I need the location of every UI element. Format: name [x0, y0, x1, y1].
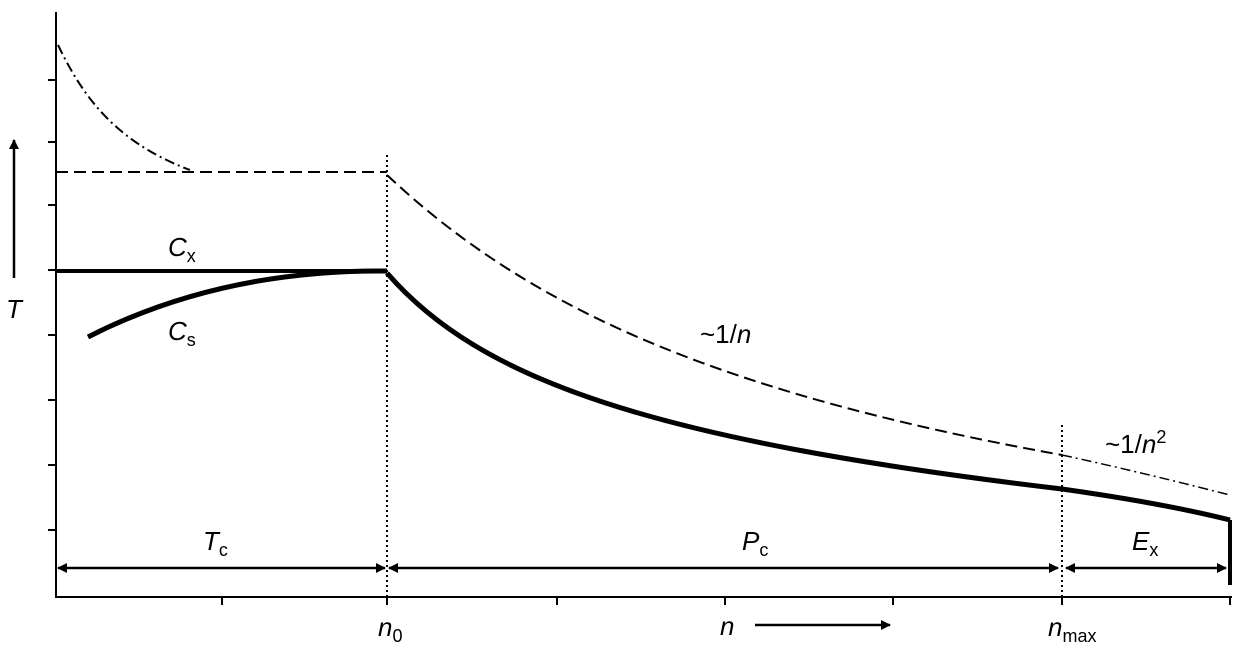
curves [56, 44, 1232, 597]
ex-label: Ex [1132, 526, 1158, 560]
tc-sub: c [219, 540, 228, 560]
cs-label: Cs [168, 316, 196, 350]
inverse-n-text: ~1/ [700, 319, 738, 349]
inverse-n-var: n [737, 319, 751, 349]
y-label: T [6, 294, 24, 324]
inverse-n2-power: 2 [1156, 427, 1166, 447]
cx-sub: x [187, 246, 196, 266]
nmax-base: n [1048, 612, 1062, 642]
inverse-n2-label: ~1/n2 [1105, 427, 1166, 459]
arrows [9, 139, 1227, 630]
cx-base: C [168, 232, 187, 262]
n0-base: n [378, 612, 392, 642]
cs-base: C [168, 316, 187, 346]
pc-label: Pc [742, 526, 768, 560]
ex-sub: x [1149, 540, 1158, 560]
inverse-n2-text: ~1/ [1105, 429, 1143, 459]
pc-base: P [742, 526, 760, 556]
n0-sub: 0 [392, 626, 402, 645]
pc-sub: c [759, 540, 768, 560]
inverse-n2-var: n [1142, 429, 1156, 459]
tc-base: T [203, 526, 221, 556]
ex-base: E [1132, 526, 1150, 556]
axes [48, 12, 1232, 605]
tc-label: Tc [203, 526, 228, 560]
nmax-sub: max [1062, 626, 1096, 645]
cx-label: Cx [168, 232, 196, 266]
inverse-n-label: ~1/n [700, 319, 751, 349]
cs-sub: s [187, 330, 196, 350]
n0-label: n0 [378, 612, 402, 645]
x-label: n [720, 611, 734, 641]
nmax-label: nmax [1048, 612, 1096, 645]
